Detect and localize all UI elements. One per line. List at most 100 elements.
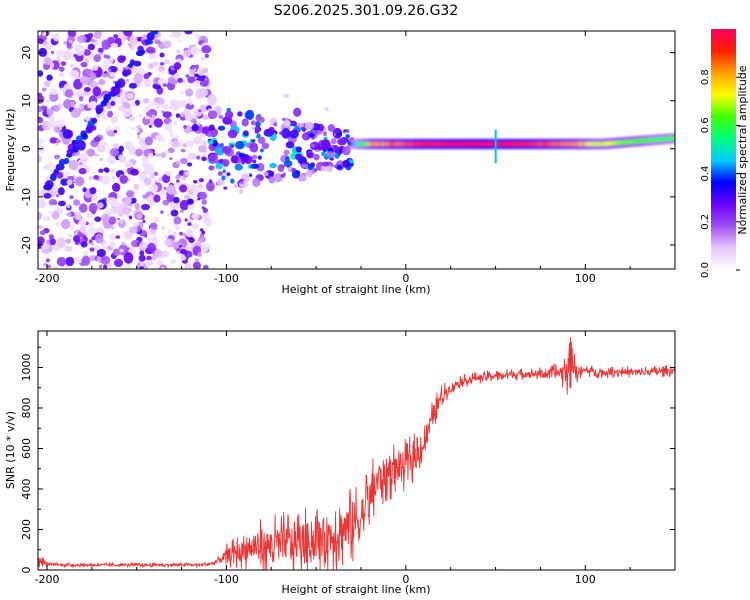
scatter-blob xyxy=(254,128,260,134)
scatter-blob xyxy=(283,120,291,127)
scatter-blob xyxy=(212,139,218,147)
scatter-blob xyxy=(249,173,253,177)
noise-blob xyxy=(183,125,187,129)
noise-blob xyxy=(187,222,192,227)
scatter-blob xyxy=(250,126,255,131)
noise-blob xyxy=(201,156,207,162)
snr-x-tick-label: 100 xyxy=(575,573,596,586)
noise-blob xyxy=(197,145,207,153)
noise-blob xyxy=(118,104,125,112)
noise-blob xyxy=(38,38,44,45)
noise-blob xyxy=(154,179,158,183)
streak-blob xyxy=(72,144,79,153)
scatter-blob xyxy=(320,151,327,157)
noise-blob xyxy=(51,104,60,112)
snr-series-line xyxy=(38,337,675,570)
noise-blob xyxy=(60,61,67,66)
colorbar-tick-label: 0.2 xyxy=(700,214,711,230)
noise-blob xyxy=(183,108,189,115)
noise-blob xyxy=(94,233,104,244)
noise-blob xyxy=(78,203,88,213)
noise-blob xyxy=(187,198,194,205)
noise-blob xyxy=(130,168,139,176)
noise-blob xyxy=(163,124,173,131)
spectrogram-y-tick-label: 20 xyxy=(20,46,33,60)
noise-blob xyxy=(108,216,117,225)
noise-blob xyxy=(114,37,122,44)
scatter-blob xyxy=(301,132,311,141)
noise-blob xyxy=(93,54,102,63)
scatter-blob xyxy=(323,131,327,137)
noise-blob xyxy=(82,250,89,256)
noise-blob xyxy=(78,96,84,102)
noise-blob xyxy=(171,140,181,148)
scatter-blob xyxy=(283,93,290,98)
scatter-blob xyxy=(268,170,275,177)
noise-blob xyxy=(173,120,178,126)
noise-blob xyxy=(75,256,79,261)
noise-blob xyxy=(104,168,110,173)
scatter-blob xyxy=(259,117,265,123)
noise-blob xyxy=(98,226,104,233)
noise-blob xyxy=(197,252,203,257)
noise-blob xyxy=(142,159,149,166)
scatter-blob xyxy=(256,162,265,172)
noise-blob xyxy=(89,255,97,262)
noise-blob xyxy=(184,88,194,97)
noise-blob xyxy=(55,139,62,144)
noise-blob xyxy=(126,141,134,148)
noise-blob xyxy=(142,194,147,199)
scatter-blob xyxy=(224,110,234,119)
noise-blob xyxy=(86,148,96,157)
scatter-blob xyxy=(256,133,261,139)
scatter-blob xyxy=(207,140,214,145)
noise-blob xyxy=(170,209,179,217)
noise-blob xyxy=(107,262,113,268)
noise-blob xyxy=(162,111,172,118)
snr-y-axis-label: SNR (10 * v/v) xyxy=(4,411,17,489)
noise-blob xyxy=(84,58,89,64)
snr-y-tick-label: 800 xyxy=(20,397,33,418)
noise-blob xyxy=(93,244,101,251)
noise-blob xyxy=(159,52,165,58)
noise-blob xyxy=(186,230,193,237)
streak-blob xyxy=(103,93,112,101)
noise-blob xyxy=(70,100,75,107)
noise-blob xyxy=(146,259,154,267)
snr-panel: -200 -100 0 100 0 200 400 600 800 1000 Height of… xyxy=(4,330,676,596)
noise-blob xyxy=(160,210,164,214)
noise-blob xyxy=(155,134,164,142)
noise-blob xyxy=(129,35,138,46)
scatter-blob xyxy=(208,124,215,131)
noise-blob xyxy=(128,145,137,156)
noise-blob xyxy=(115,235,121,239)
scatter-blob xyxy=(291,167,297,173)
noise-blob xyxy=(159,62,165,66)
noise-blob xyxy=(179,231,183,236)
noise-blob xyxy=(58,72,64,77)
noise-blob xyxy=(56,49,66,58)
noise-blob xyxy=(169,157,173,160)
noise-blob xyxy=(108,209,115,214)
snr-y-tick-label: 200 xyxy=(20,519,33,540)
noise-blob xyxy=(111,182,121,192)
noise-blob xyxy=(167,147,175,153)
scatter-blob xyxy=(241,118,249,127)
noise-blob xyxy=(81,255,91,266)
streak-blob xyxy=(63,157,70,165)
noise-blob xyxy=(38,112,41,117)
scatter-blob xyxy=(343,160,349,165)
noise-blob xyxy=(153,216,159,223)
noise-blob xyxy=(160,103,169,110)
scatter-blob xyxy=(334,152,340,159)
noise-blob xyxy=(87,32,94,39)
noise-blob xyxy=(121,197,128,203)
noise-blob xyxy=(79,218,87,227)
scatter-blob xyxy=(261,142,270,150)
noise-blob xyxy=(60,178,69,186)
noise-blob xyxy=(176,49,181,54)
snr-y-ticks: 0 200 400 600 800 1000 xyxy=(20,346,675,574)
scatter-blob xyxy=(345,134,351,139)
noise-blob xyxy=(107,110,114,118)
